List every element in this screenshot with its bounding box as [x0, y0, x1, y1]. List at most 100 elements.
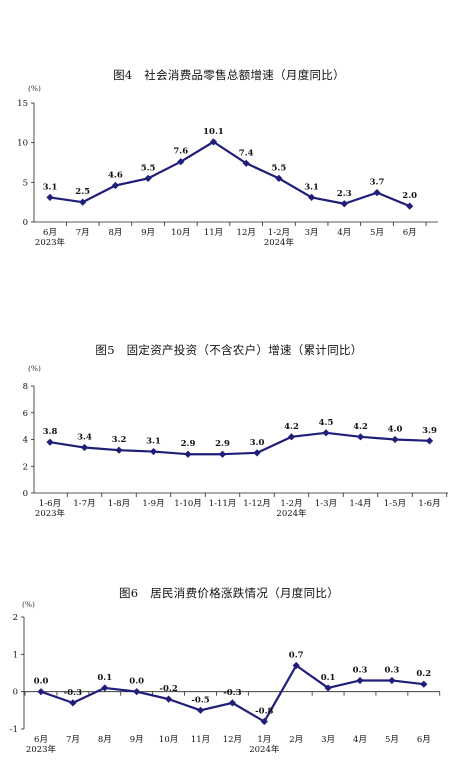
- data-label: 4.0: [388, 425, 403, 435]
- data-point: [46, 438, 54, 446]
- data-label: 3.2: [112, 435, 127, 445]
- chart1-title: 图4 社会消费品零售总额增速（月度同比）: [113, 68, 345, 82]
- x-tick-label: 12月: [223, 735, 242, 745]
- y-tick-label: 4: [23, 436, 28, 446]
- data-label: 3.0: [250, 438, 265, 448]
- data-label: 4.2: [353, 422, 368, 432]
- chart3-title: 图6 居民消费价格涨跌情况（月度同比）: [118, 586, 339, 600]
- data-point: [177, 158, 185, 166]
- chart3-unit: (%): [22, 600, 35, 609]
- data-label: 3.7: [370, 178, 385, 188]
- data-point: [356, 433, 365, 441]
- data-point: [322, 429, 330, 437]
- data-point: [324, 684, 332, 692]
- data-label: -0.2: [159, 684, 177, 694]
- data-label: 0.0: [129, 677, 144, 687]
- x-tick-label: 1-2月: [280, 499, 302, 509]
- data-point: [69, 699, 77, 707]
- data-label: 7.4: [239, 148, 254, 158]
- data-point: [37, 688, 45, 696]
- data-point: [292, 661, 300, 670]
- data-label: 0.7: [289, 651, 304, 661]
- x-tick-label: 1-9月: [142, 499, 164, 509]
- year-label: 2024年: [264, 237, 295, 248]
- year-label: 2024年: [249, 744, 280, 755]
- x-tick-label: 8月: [108, 228, 122, 238]
- y-tick-label: 15: [17, 99, 28, 109]
- x-tick-label: 6月: [34, 735, 48, 745]
- data-label: 0.2: [416, 669, 431, 679]
- data-label: 5.5: [272, 163, 287, 173]
- data-point: [406, 202, 414, 210]
- data-point: [287, 433, 296, 441]
- data-point: [340, 200, 348, 208]
- y-tick-label: 1: [13, 650, 18, 660]
- data-point: [209, 138, 218, 146]
- data-point: [101, 684, 109, 692]
- data-point: [79, 198, 87, 206]
- data-label: 3.4: [77, 433, 92, 443]
- data-point: [218, 450, 227, 458]
- x-tick-label: 6月: [417, 735, 431, 745]
- data-point: [242, 159, 250, 167]
- data-point: [425, 437, 434, 445]
- data-label: 5.5: [141, 163, 156, 173]
- data-label: 3.9: [422, 426, 437, 436]
- data-label: 0.1: [97, 673, 112, 683]
- data-label: 2.0: [402, 191, 417, 201]
- x-tick-label: 5月: [370, 228, 384, 238]
- year-label: 2024年: [276, 508, 307, 519]
- x-tick-label: 1-8月: [108, 499, 130, 509]
- year-label: 2023年: [35, 237, 66, 248]
- data-label: -0.3: [64, 688, 82, 698]
- data-point: [111, 181, 119, 190]
- x-tick-label: 12月: [237, 228, 256, 238]
- data-label: 2.9: [215, 439, 230, 449]
- y-tick-label: 0: [23, 218, 28, 228]
- x-tick-label: 9月: [141, 228, 155, 238]
- data-point: [184, 450, 192, 458]
- y-tick-label: -1: [10, 725, 18, 735]
- x-tick-label: 10月: [159, 735, 178, 745]
- x-tick-label: 6月: [43, 228, 57, 238]
- x-tick-label: 1-3月: [315, 499, 337, 509]
- chart1-unit: (%): [28, 84, 41, 93]
- x-tick-label: 10月: [171, 228, 190, 238]
- x-tick-label: 1-11月: [209, 499, 237, 509]
- data-point: [228, 699, 236, 707]
- x-tick-label: 1-6月: [418, 499, 440, 509]
- data-label: 4.5: [319, 418, 334, 428]
- data-label: 2.3: [337, 189, 352, 199]
- data-label: 2.5: [75, 187, 90, 197]
- data-point: [196, 706, 205, 714]
- x-tick-label: 9月: [130, 735, 144, 745]
- data-label: -0.3: [223, 688, 241, 698]
- data-point: [46, 193, 54, 202]
- x-tick-label: 11月: [204, 228, 223, 238]
- y-tick-label: 10: [17, 139, 28, 149]
- data-label: 7.6: [173, 147, 188, 157]
- x-tick-label: 2月: [289, 735, 303, 745]
- data-point: [420, 680, 428, 688]
- data-point: [275, 174, 283, 182]
- series-line: [49, 140, 411, 208]
- x-tick-label: 11月: [191, 735, 210, 745]
- data-point: [391, 435, 399, 444]
- x-tick-label: 1-2月: [268, 228, 290, 238]
- x-tick-label: 4月: [353, 735, 367, 745]
- y-tick-label: 5: [23, 178, 28, 188]
- y-tick-label: 2: [13, 613, 18, 623]
- y-tick-label: 0: [23, 489, 28, 499]
- year-label: 2023年: [26, 744, 57, 755]
- data-label: 3.1: [304, 182, 319, 192]
- series-line: [49, 431, 430, 456]
- data-label: -0.5: [191, 695, 209, 705]
- x-tick-label: 1-5月: [384, 499, 406, 509]
- data-label: -0.8: [255, 707, 273, 717]
- data-point: [165, 695, 173, 703]
- x-tick-label: 1-12月: [243, 499, 271, 509]
- chart2-title: 图5 固定资产投资（不含农户）增速（累计同比）: [95, 343, 363, 357]
- data-label: 2.9: [181, 439, 196, 449]
